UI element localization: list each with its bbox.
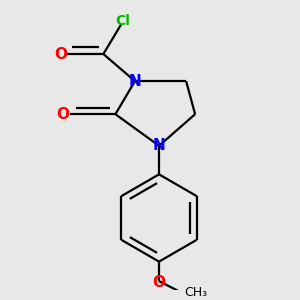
Text: O: O — [54, 46, 67, 62]
Text: N: N — [153, 138, 165, 153]
Text: O: O — [152, 275, 166, 290]
Text: N: N — [129, 74, 141, 88]
Text: Cl: Cl — [116, 14, 130, 28]
Text: O: O — [56, 107, 69, 122]
Text: CH₃: CH₃ — [184, 286, 208, 299]
